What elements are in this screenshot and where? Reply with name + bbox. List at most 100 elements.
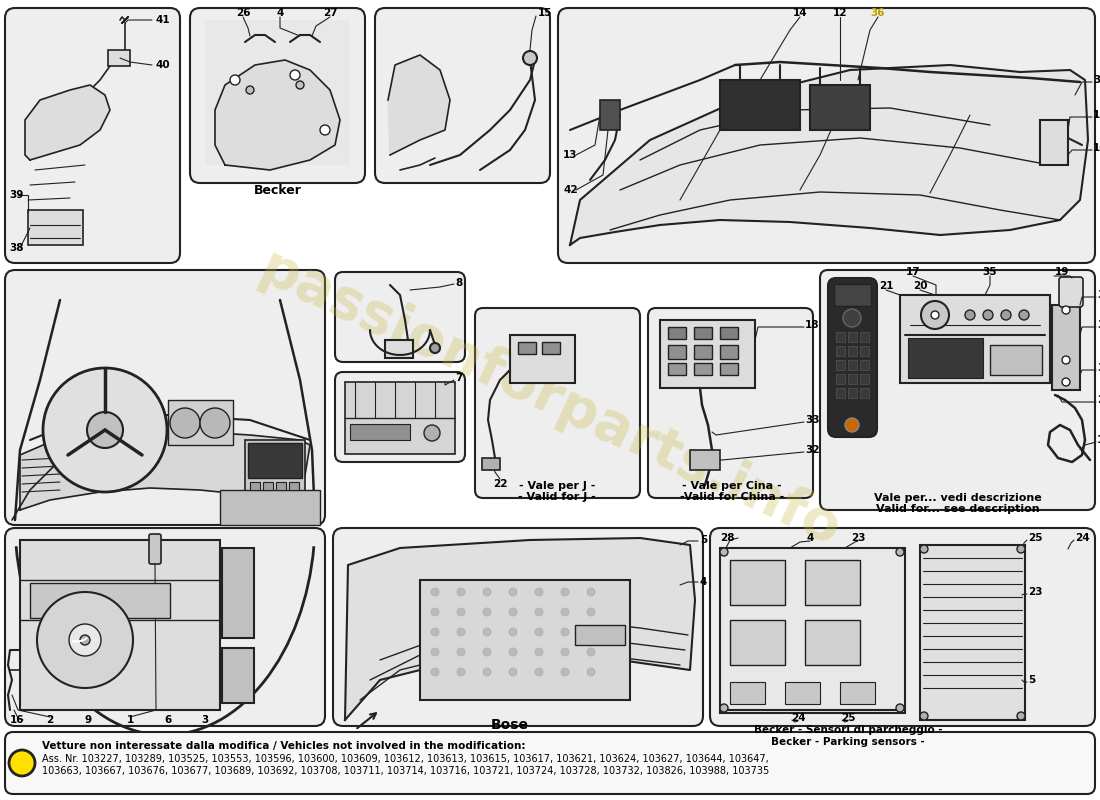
Text: 38: 38 [9,243,23,253]
Text: 103663, 103667, 103676, 103677, 103689, 103692, 103708, 103711, 103714, 103716, : 103663, 103667, 103676, 103677, 103689, … [42,766,769,776]
Circle shape [431,608,439,616]
Text: 15: 15 [538,8,552,18]
Text: 5: 5 [700,535,707,545]
Text: 41: 41 [155,15,169,25]
Text: 42: 42 [563,185,578,195]
Bar [730,682,764,704]
Circle shape [965,310,975,320]
Circle shape [483,648,491,656]
Bar [810,85,870,130]
Text: 21: 21 [879,281,893,291]
Text: 24: 24 [791,713,805,723]
Circle shape [456,588,465,596]
Bar [420,580,630,700]
Bar [720,363,738,375]
Bar [730,560,785,605]
Circle shape [290,70,300,80]
Polygon shape [20,432,310,510]
Text: 34: 34 [1097,363,1100,373]
Circle shape [561,648,569,656]
Text: 24: 24 [1075,533,1090,543]
Circle shape [845,418,859,432]
Circle shape [296,81,304,89]
FancyBboxPatch shape [148,534,161,564]
Text: 5: 5 [1028,675,1035,685]
Bar [836,332,845,342]
FancyBboxPatch shape [190,8,365,183]
Text: Bose: Bose [491,718,529,732]
Circle shape [430,343,440,353]
Circle shape [1001,310,1011,320]
FancyBboxPatch shape [475,308,640,498]
Bar [805,560,860,605]
Circle shape [561,628,569,636]
Circle shape [509,628,517,636]
Circle shape [483,588,491,596]
Text: 33: 33 [805,415,820,425]
Text: 28: 28 [720,533,735,543]
Bar [518,342,536,354]
Circle shape [921,301,949,329]
Text: 4: 4 [806,533,814,543]
Circle shape [69,624,101,656]
Bar [222,548,254,638]
Bar [1040,120,1068,165]
Bar [908,338,983,378]
Text: 9: 9 [85,715,91,725]
FancyBboxPatch shape [6,528,324,726]
Bar [694,345,712,359]
Circle shape [509,648,517,656]
Bar [222,648,254,703]
Bar [836,346,845,356]
Circle shape [920,545,928,553]
Circle shape [80,635,90,645]
Bar [205,20,350,165]
FancyBboxPatch shape [336,272,465,362]
Text: 25: 25 [840,713,856,723]
Bar [900,295,1050,383]
Bar [660,320,755,388]
Circle shape [483,628,491,636]
Bar [668,327,686,339]
Text: passionforparts.info: passionforparts.info [251,242,849,558]
Circle shape [483,668,491,676]
Circle shape [522,51,537,65]
Bar [30,583,170,618]
Circle shape [1019,310,1028,320]
Bar [350,424,410,440]
FancyBboxPatch shape [558,8,1094,263]
Text: 3: 3 [201,715,209,725]
Circle shape [843,309,861,327]
Text: Becker - Sensori di parcheggio -: Becker - Sensori di parcheggio - [754,725,943,735]
Bar [250,482,260,490]
Bar [860,374,869,384]
Text: 19: 19 [1055,267,1069,277]
Bar [860,346,869,356]
Circle shape [931,311,939,319]
Circle shape [535,668,543,676]
Text: 17: 17 [905,267,921,277]
Text: 14: 14 [793,8,807,18]
Text: 29: 29 [1097,395,1100,405]
Bar [385,340,412,358]
Bar [542,342,560,354]
FancyBboxPatch shape [710,528,1094,726]
Bar [785,682,820,704]
Bar [168,400,233,445]
Text: 13: 13 [563,150,578,160]
Text: Ass. Nr. 103227, 103289, 103525, 103553, 103596, 103600, 103609, 103612, 103613,: Ass. Nr. 103227, 103289, 103525, 103553,… [42,754,769,764]
Text: Valid for... see description: Valid for... see description [877,504,1040,514]
Bar [730,620,785,665]
Circle shape [535,628,543,636]
Circle shape [1062,378,1070,386]
Bar [720,80,800,130]
FancyBboxPatch shape [6,270,324,525]
Text: Vetture non interessate dalla modifica / Vehicles not involved in the modificati: Vetture non interessate dalla modifica /… [42,741,526,751]
Circle shape [246,86,254,94]
Bar [694,327,712,339]
Circle shape [456,668,465,676]
Bar [920,545,1025,720]
Circle shape [535,588,543,596]
Polygon shape [345,538,695,720]
Bar [245,440,305,505]
